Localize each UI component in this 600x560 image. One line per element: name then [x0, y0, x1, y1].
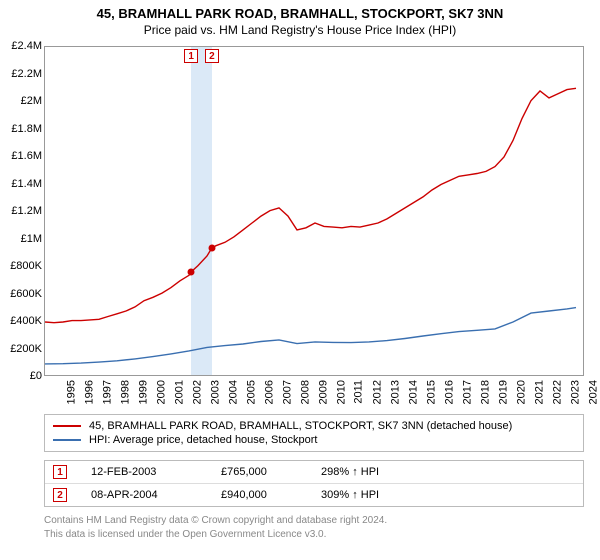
y-axis-label: £2.4M: [11, 40, 42, 52]
x-axis-label: 2022: [551, 380, 563, 404]
x-axis-label: 1995: [65, 380, 77, 404]
chart-subtitle: Price paid vs. HM Land Registry's House …: [0, 21, 600, 37]
y-axis-label: £1.8M: [11, 123, 42, 135]
y-axis-label: £0: [30, 370, 42, 382]
y-axis-label: £2M: [21, 95, 42, 107]
x-axis-label: 2024: [587, 380, 599, 404]
sale-row: 2 08-APR-2004£940,000309% ↑ HPI: [45, 483, 583, 506]
legend-item: 45, BRAMHALL PARK ROAD, BRAMHALL, STOCKP…: [53, 419, 575, 433]
sale-marker-label: 1: [184, 49, 198, 63]
sale-marker-dot: [208, 244, 215, 251]
sale-row: 1 12-FEB-2003£765,000298% ↑ HPI: [45, 461, 583, 483]
y-axis-label: £400K: [10, 315, 42, 327]
x-axis-label: 2004: [227, 380, 239, 404]
legend-label: 45, BRAMHALL PARK ROAD, BRAMHALL, STOCKP…: [89, 420, 512, 432]
series-property: [45, 88, 576, 322]
x-axis-label: 2003: [209, 380, 221, 404]
y-axis-label: £1M: [21, 233, 42, 245]
sale-marker-dot: [188, 268, 195, 275]
sale-row-marker: 2: [53, 488, 67, 502]
chart-legend: 45, BRAMHALL PARK ROAD, BRAMHALL, STOCKP…: [44, 414, 584, 452]
legend-swatch: [53, 425, 81, 427]
y-axis-label: £200K: [10, 343, 42, 355]
y-axis-label: £800K: [10, 260, 42, 272]
x-axis-label: 1996: [83, 380, 95, 404]
x-axis-label: 2019: [497, 380, 509, 404]
x-axis-label: 2012: [371, 380, 383, 404]
x-axis-label: 2011: [353, 380, 365, 404]
x-axis-label: 2002: [191, 380, 203, 404]
sale-marker-label: 2: [205, 49, 219, 63]
x-axis-label: 2008: [299, 380, 311, 404]
x-axis-label: 2000: [155, 380, 167, 404]
x-axis-label: 1997: [101, 380, 113, 404]
x-axis-label: 2005: [245, 380, 257, 404]
x-axis-label: 2021: [533, 380, 545, 404]
chart-plot-area: 12: [44, 46, 584, 376]
chart-title: 45, BRAMHALL PARK ROAD, BRAMHALL, STOCKP…: [0, 0, 600, 21]
x-axis-label: 2010: [335, 380, 347, 404]
sale-date: 08-APR-2004: [91, 489, 221, 501]
legend-label: HPI: Average price, detached house, Stoc…: [89, 434, 318, 446]
x-axis-label: 1998: [119, 380, 131, 404]
legend-swatch: [53, 439, 81, 441]
sale-row-marker: 1: [53, 465, 67, 479]
x-axis-label: 1999: [137, 380, 149, 404]
sale-pct-vs-hpi: 309% ↑ HPI: [321, 489, 575, 501]
sale-price: £765,000: [221, 466, 321, 478]
footer-line-2: This data is licensed under the Open Gov…: [44, 528, 584, 542]
x-axis-label: 2023: [569, 380, 581, 404]
chart-footer: Contains HM Land Registry data © Crown c…: [44, 514, 584, 541]
y-axis-label: £1.6M: [11, 150, 42, 162]
x-axis-label: 2001: [173, 380, 185, 404]
x-axis-label: 2018: [479, 380, 491, 404]
y-axis-label: £1.2M: [11, 205, 42, 217]
x-axis-label: 2007: [281, 380, 293, 404]
y-axis-label: £600K: [10, 288, 42, 300]
y-axis-label: £1.4M: [11, 178, 42, 190]
x-axis-label: 2006: [263, 380, 275, 404]
x-axis-label: 2016: [443, 380, 455, 404]
legend-item: HPI: Average price, detached house, Stoc…: [53, 433, 575, 447]
series-hpi: [45, 308, 576, 364]
chart-lines: [45, 47, 585, 377]
x-axis-label: 2014: [407, 380, 419, 404]
sales-table: 1 12-FEB-2003£765,000298% ↑ HPI 2 08-APR-20…: [44, 460, 584, 507]
x-axis-label: 2020: [515, 380, 527, 404]
footer-line-1: Contains HM Land Registry data © Crown c…: [44, 514, 584, 528]
x-axis-label: 2017: [461, 380, 473, 404]
y-axis-label: £2.2M: [11, 68, 42, 80]
sale-pct-vs-hpi: 298% ↑ HPI: [321, 466, 575, 478]
x-axis-label: 2013: [389, 380, 401, 404]
x-axis-label: 2009: [317, 380, 329, 404]
sale-date: 12-FEB-2003: [91, 466, 221, 478]
sale-price: £940,000: [221, 489, 321, 501]
x-axis-label: 2015: [425, 380, 437, 404]
